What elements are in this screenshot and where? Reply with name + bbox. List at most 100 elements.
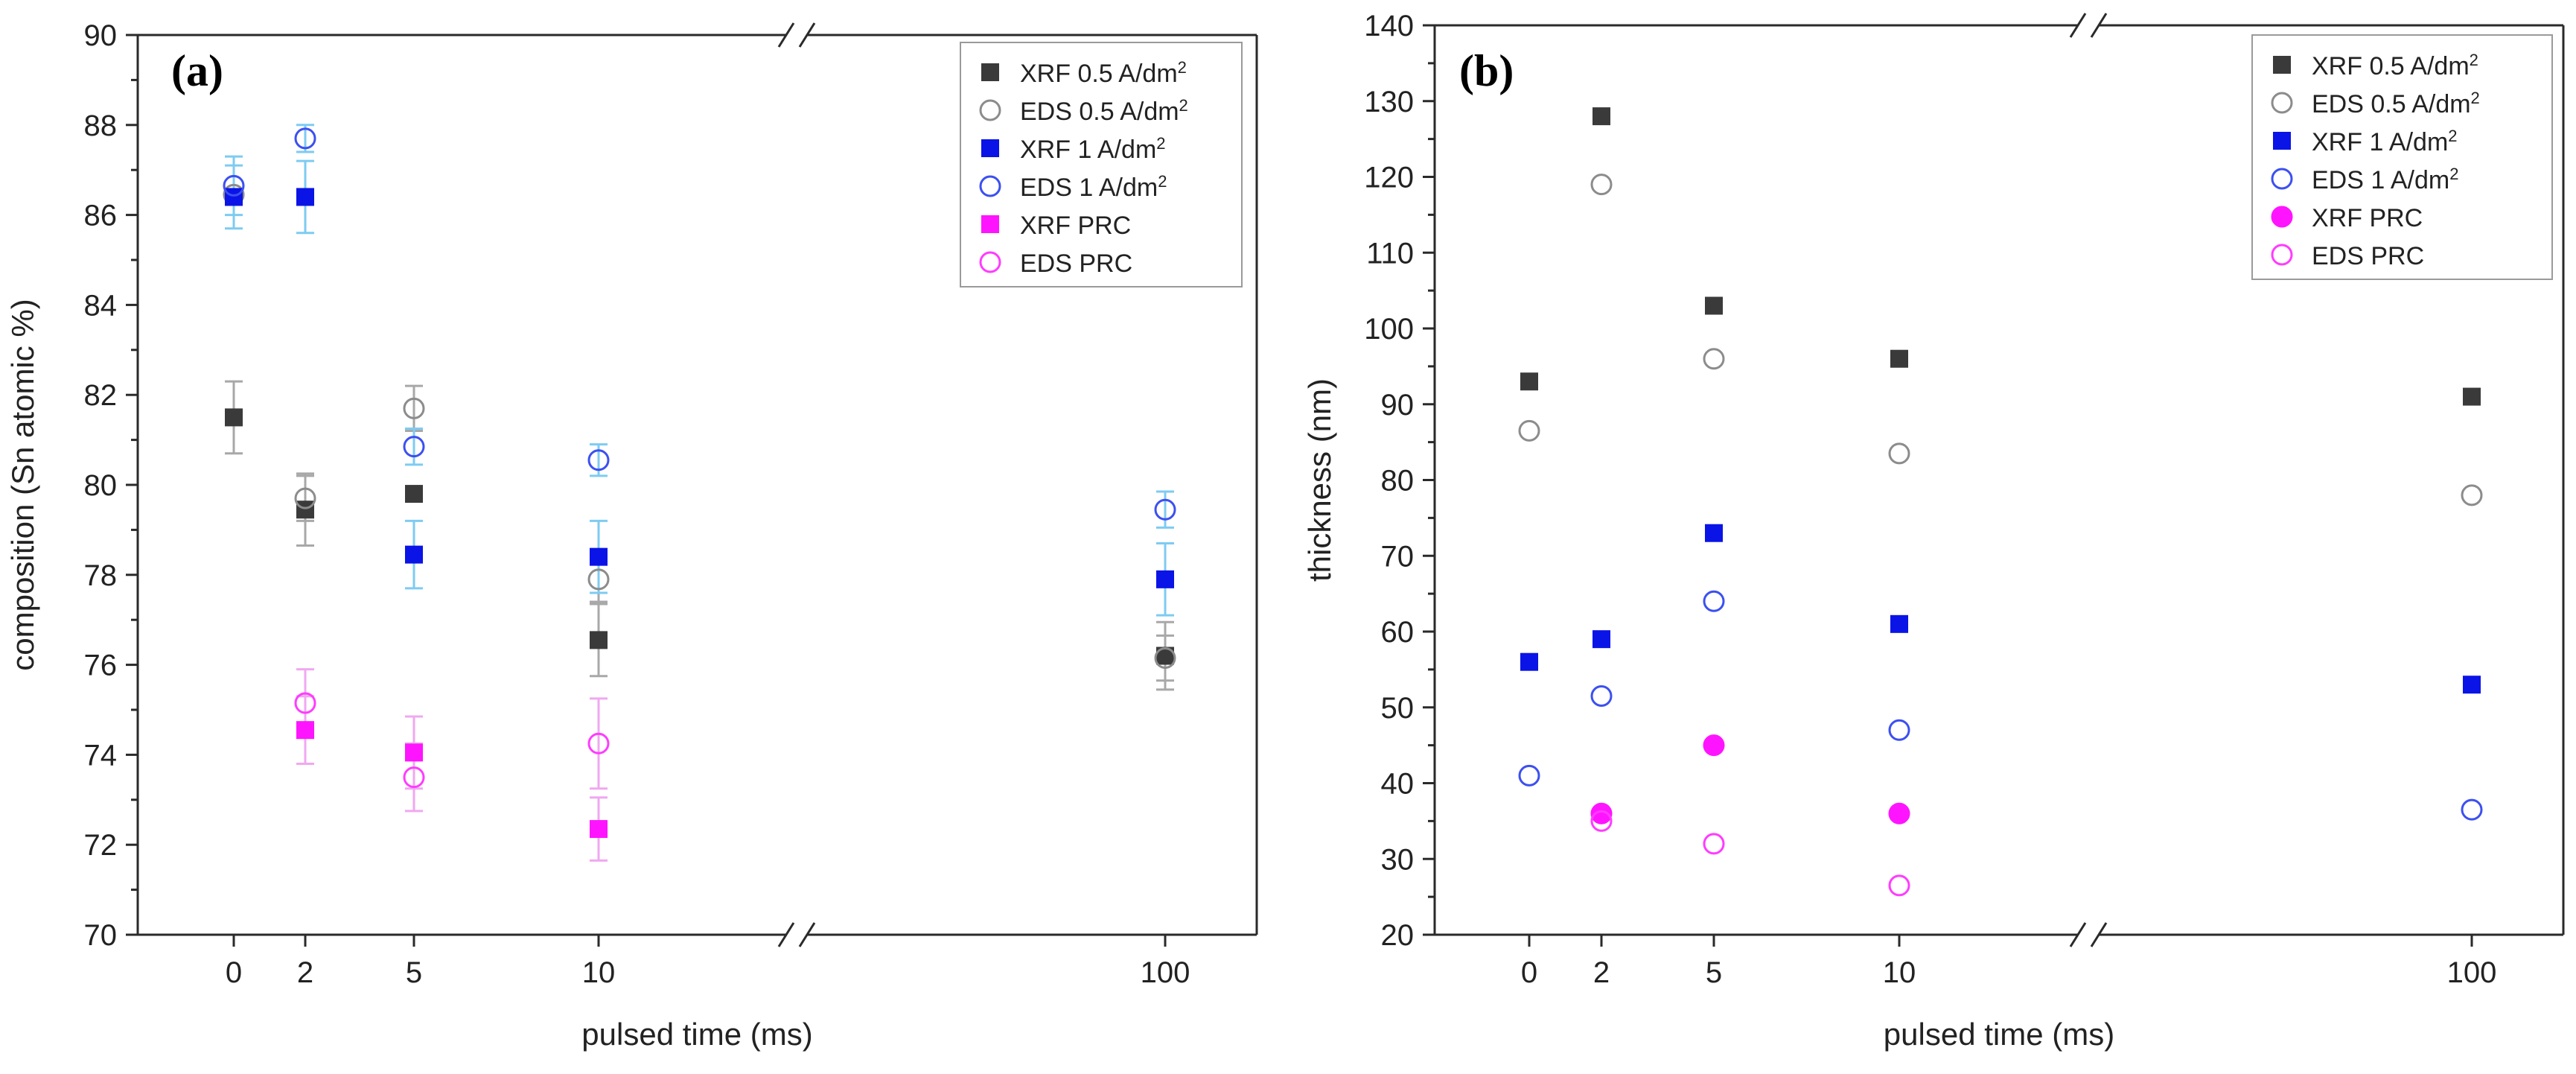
legend-superscript: 2 [1156,134,1165,153]
y-tick-label: 88 [84,109,118,142]
legend-superscript: 2 [2470,51,2478,69]
data-point-circle [1703,348,1725,370]
y-tick-label: 86 [84,200,118,232]
data-point-square [590,631,608,649]
legend-marker [2271,168,2293,190]
data-point-square [1593,630,1610,649]
legend-entry-label: EDS PRC [2312,242,2424,270]
data-point-square [296,501,314,519]
data-point-square [1520,652,1538,671]
y-tick-label: 20 [1381,919,1415,952]
legend-superscript: 2 [2471,89,2480,107]
y-tick-label: 78 [84,559,118,592]
axis-break-mark-top-0 [2069,13,2087,38]
data-point-circle [1154,647,1176,670]
axis-break-mark-top-1 [2090,13,2108,38]
data-point-square [1890,614,1908,633]
legend-entry-label: XRF 0.5 A/dm2 [1020,58,1187,89]
panel-label: (a) [171,46,223,95]
x-tick-label: 0 [1521,956,1537,989]
y-tick-label: 140 [1364,10,1414,42]
y-tick-label: 50 [1381,692,1415,725]
chart-panel-1: 20 30 40 50 60 70 80 90 100 110 120 130 140 0 2 5 10 100 p… [1302,10,2565,1052]
legend-superscript: 2 [1178,58,1187,77]
legend-entry-label: XRF 1 A/dm2 [2312,127,2458,157]
legend-marker [981,215,999,233]
data-point-square [1593,107,1610,126]
y-tick-label: 84 [84,289,118,322]
y-tick-label: 70 [84,919,118,952]
data-point-circle [1888,442,1910,465]
legend-marker [979,251,1001,273]
y-tick-label: 120 [1364,162,1414,194]
legend-entry-label: XRF PRC [1020,212,1131,240]
y-tick-label: 74 [84,739,118,772]
data-point-circle [587,732,610,754]
legend-entry-label: XRF 0.5 A/dm2 [2312,51,2478,81]
legend-marker [2271,206,2293,228]
data-point-circle [587,449,610,471]
legend-marker [979,99,1001,121]
data-point-circle [403,397,425,419]
data-point-circle [1590,684,1613,707]
axis-break-mark-bottom-0 [777,922,795,947]
data-point-square [2463,676,2481,694]
y-axis-title: thickness (nm) [1302,378,1337,582]
data-point-circle [294,487,316,509]
y-tick-label: 82 [84,379,118,412]
legend-entry-label: XRF PRC [2312,204,2423,232]
data-point-circle [1888,874,1910,897]
y-tick-label: 76 [84,649,118,682]
axis-break-mark-bottom-1 [798,922,816,947]
x-axis-title: pulsed time (ms) [581,1017,812,1052]
data-point-circle [1590,802,1613,824]
axis-break-mark-top-0 [777,22,795,48]
legend-marker [981,139,999,157]
legend-marker [979,175,1001,197]
data-point-square [2463,387,2481,406]
data-point-circle [587,568,610,591]
legend-marker [2271,244,2293,266]
x-tick-label: 100 [1141,956,1190,989]
legend-marker [2271,92,2293,114]
x-tick-label: 10 [582,956,616,989]
data-point-circle [1703,833,1725,855]
legend-entry-label: EDS 0.5 A/dm2 [2312,89,2480,119]
y-tick-label: 70 [1381,540,1415,573]
data-point-circle [1703,734,1725,757]
data-point-square [1705,296,1723,315]
data-point-square [590,820,608,839]
data-point-square [590,547,608,566]
data-point-circle [1154,498,1176,521]
data-point-square [405,485,423,503]
panel-label: (b) [1459,46,1514,95]
legend-entry-label: EDS PRC [1020,250,1132,278]
x-tick-label: 100 [2447,956,2497,989]
legend-marker [2273,56,2291,74]
data-point-circle [2461,798,2483,821]
data-point-circle [223,174,245,197]
y-tick-label: 90 [84,19,118,52]
y-tick-label: 130 [1364,86,1414,118]
x-tick-label: 2 [297,956,313,989]
data-point-circle [1590,174,1613,196]
x-tick-label: 5 [1706,956,1722,989]
data-point-circle [403,436,425,458]
chart-panel-0: 70 72 74 76 78 80 82 84 86 88 90 0 2 5 10 100 pulsed tim… [5,19,1258,1052]
axis-break-mark-bottom-1 [2090,922,2108,947]
x-tick-label: 2 [1593,956,1610,989]
y-tick-label: 100 [1364,313,1414,346]
data-point-circle [1518,419,1540,442]
data-point-circle [1590,810,1613,832]
axis-break-mark-bottom-0 [2069,922,2087,947]
data-point-square [296,721,314,740]
legend-superscript: 2 [1158,172,1167,191]
data-point-circle [1703,590,1725,612]
legend-marker [2273,132,2291,150]
legend-entry-label: XRF 1 A/dm2 [1020,134,1166,165]
legend-box [2251,34,2553,280]
legend-entry-label: EDS 0.5 A/dm2 [1020,96,1188,127]
data-point-square [225,188,243,206]
legend-superscript: 2 [1179,96,1188,115]
